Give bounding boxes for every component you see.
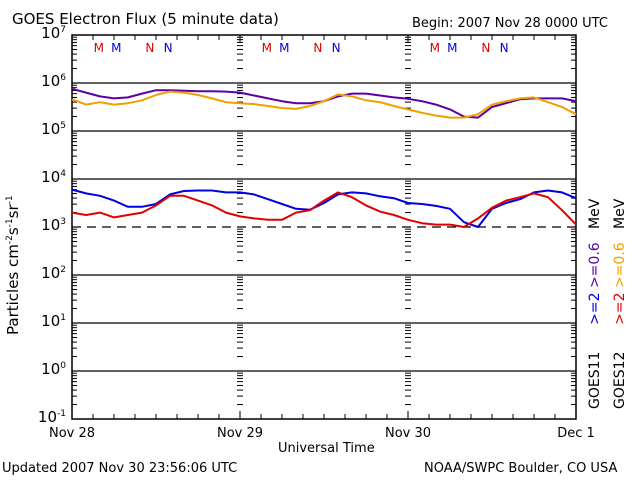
y-tick-base: 10 (41, 72, 61, 90)
y-tick-exp: 5 (60, 121, 66, 131)
updated-timestamp: Updated 2007 Nov 30 23:56:06 UTC (2, 461, 238, 476)
marker-label: M (261, 41, 272, 55)
legend-goes11-unit: MeV (587, 198, 603, 229)
y-tick-base: 10 (41, 312, 61, 330)
x-tick-label: Nov 29 (216, 426, 264, 441)
y-tick-label: 105 (41, 122, 66, 137)
y-tick-exp: 4 (60, 169, 66, 179)
y-tick-exp: 2 (60, 265, 66, 275)
series-line (71, 188, 577, 228)
legend-goes11-2mev: >=2 (587, 292, 603, 325)
marker-label: M (447, 41, 458, 55)
x-axis-label: Universal Time (278, 441, 375, 456)
y-tick-label: 106 (41, 74, 66, 89)
y-tick-base: 10 (37, 408, 58, 426)
y-tick-label: 101 (41, 314, 66, 329)
plot-frame (71, 34, 577, 420)
y-tick-base: 10 (41, 216, 61, 234)
marker-label: N (163, 41, 173, 55)
series-line (71, 90, 577, 119)
y-tick-exp: 7 (60, 25, 66, 35)
y-tick-label: 103 (41, 218, 66, 233)
y-tick-base: 10 (41, 360, 61, 378)
y-tick-label: 104 (41, 170, 66, 185)
legend-goes11-name: GOES11 (587, 351, 603, 409)
legend-goes11: GOES11 >=2 >=0.6 MeV (587, 198, 603, 409)
marker-label: M (279, 41, 290, 55)
y-tick-exp: 0 (60, 361, 66, 371)
y-tick-label: 100 (41, 362, 66, 377)
x-tick-label: Nov 28 (48, 426, 96, 441)
y-tick-base: 10 (41, 168, 61, 186)
credit: NOAA/SWPC Boulder, CO USA (424, 461, 618, 476)
marker-label: N (313, 41, 323, 55)
x-tick-label: Nov 30 (384, 426, 432, 441)
y-tick-base: 10 (41, 264, 61, 282)
legend-goes11-06mev: >=0.6 (587, 242, 603, 289)
marker-label: N (499, 41, 509, 55)
y-tick-base: 10 (41, 120, 61, 138)
legend-goes12-06mev: >=0.6 (612, 242, 628, 289)
marker-label: M (93, 41, 104, 55)
y-tick-exp: 3 (60, 217, 66, 227)
marker-label: N (331, 41, 341, 55)
y-tick-exp: -1 (57, 409, 66, 419)
series-line (71, 191, 577, 228)
legend-goes12-name: GOES12 (612, 351, 628, 409)
x-tick-label: Dec 1 (557, 426, 595, 441)
y-tick-label: 10-1 (38, 410, 66, 425)
marker-label: N (145, 41, 155, 55)
begin-label: Begin: 2007 Nov 28 0000 UTC (412, 16, 608, 31)
y-tick-label: 102 (41, 266, 66, 281)
legend-goes12-unit: MeV (612, 198, 628, 229)
marker-label: M (429, 41, 440, 55)
legend-goes12: GOES12 >=2 >=0.6 MeV (612, 198, 628, 409)
marker-label: M (111, 41, 122, 55)
y-tick-exp: 6 (60, 73, 66, 83)
y-tick-base: 10 (41, 24, 61, 42)
y-tick-exp: 1 (60, 313, 66, 323)
y-tick-label: 107 (41, 26, 66, 41)
chart-title: GOES Electron Flux (5 minute data) (12, 10, 279, 28)
legend-goes12-2mev: >=2 (612, 292, 628, 325)
marker-label: N (481, 41, 491, 55)
